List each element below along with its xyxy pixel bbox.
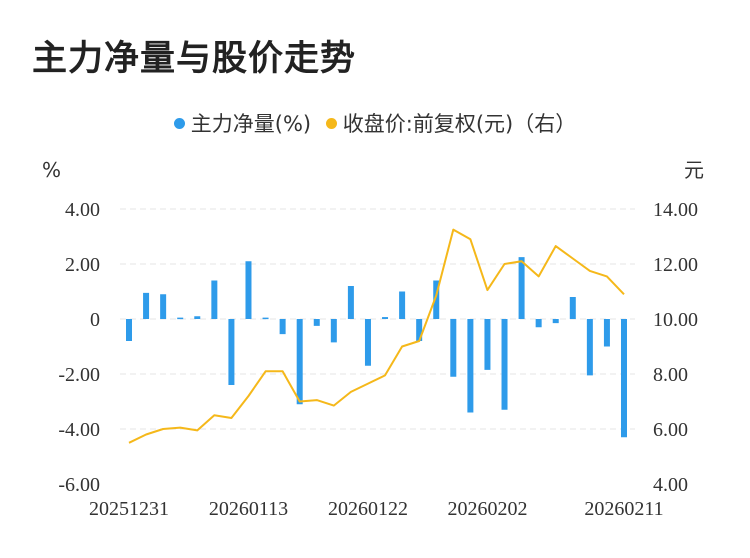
bar (228, 319, 235, 385)
legend-item-bar[interactable]: 主力净量(%) (173, 108, 312, 138)
bar (433, 280, 440, 319)
bar (399, 291, 406, 319)
bar (364, 319, 371, 366)
line-series (128, 228, 625, 444)
bar (484, 319, 491, 370)
bar (621, 319, 627, 438)
bar (518, 257, 525, 319)
bar (245, 261, 252, 319)
left-tick-label: -4.00 (58, 419, 100, 441)
bar-series (126, 257, 627, 438)
bar (347, 286, 354, 319)
left-tick-label: 4.00 (65, 199, 100, 221)
page-title: 主力净量与股价走势 (32, 39, 357, 79)
x-tick-label: 20251231 (89, 498, 169, 520)
bar (313, 319, 320, 326)
legend-line-marker (325, 117, 337, 129)
bar (296, 319, 303, 405)
bar (194, 316, 201, 319)
left-axis-ticks: 4.00 2.00 0 -2.00 -4.00 -6.00 (58, 199, 100, 496)
left-tick-label: -2.00 (58, 364, 100, 386)
price-line (128, 228, 625, 444)
left-axis-unit: % (42, 158, 61, 182)
bar (262, 317, 269, 320)
bar (160, 294, 167, 319)
right-tick-label: 4.00 (653, 474, 688, 496)
bar (535, 319, 542, 328)
bar (552, 319, 559, 324)
legend-bar-marker (173, 117, 185, 129)
left-tick-label: -6.00 (58, 474, 100, 496)
bar (382, 317, 389, 319)
bar (603, 319, 610, 347)
bar (143, 292, 150, 319)
chart-legend: 主力净量(%) 收盘价:前复权(元)（右） (0, 108, 750, 138)
legend-line-label: 收盘价:前复权(元)（右） (342, 112, 577, 136)
bar (501, 319, 508, 410)
bar (450, 319, 457, 377)
left-tick-label: 2.00 (65, 254, 100, 276)
right-axis-ticks: 14.00 12.00 10.00 8.00 6.00 4.00 (653, 199, 698, 496)
x-tick-label: 20260122 (328, 498, 408, 520)
x-tick-label: 20260113 (209, 498, 288, 520)
bar (177, 317, 184, 320)
bar (569, 297, 576, 319)
legend-bar-label: 主力净量(%) (190, 112, 312, 136)
right-tick-label: 8.00 (653, 364, 688, 386)
bar (586, 319, 593, 376)
bar (211, 280, 218, 319)
right-tick-label: 14.00 (653, 199, 698, 221)
x-axis-ticks: 20251231 20260113 20260122 20260202 20260211 (89, 498, 664, 520)
bar (279, 319, 286, 335)
right-axis-unit: 元 (684, 158, 704, 182)
x-tick-label: 20260202 (447, 498, 527, 520)
right-tick-label: 12.00 (653, 254, 698, 276)
left-tick-label: 0 (90, 309, 100, 331)
right-tick-label: 10.00 (653, 309, 698, 331)
bar (330, 319, 337, 343)
bar (416, 319, 423, 341)
legend-item-line[interactable]: 收盘价:前复权(元)（右） (325, 108, 577, 138)
bar (467, 319, 474, 413)
grid-lines (120, 208, 635, 430)
right-tick-label: 6.00 (653, 419, 688, 441)
bar (126, 319, 132, 341)
x-tick-label: 20260211 (584, 498, 663, 520)
